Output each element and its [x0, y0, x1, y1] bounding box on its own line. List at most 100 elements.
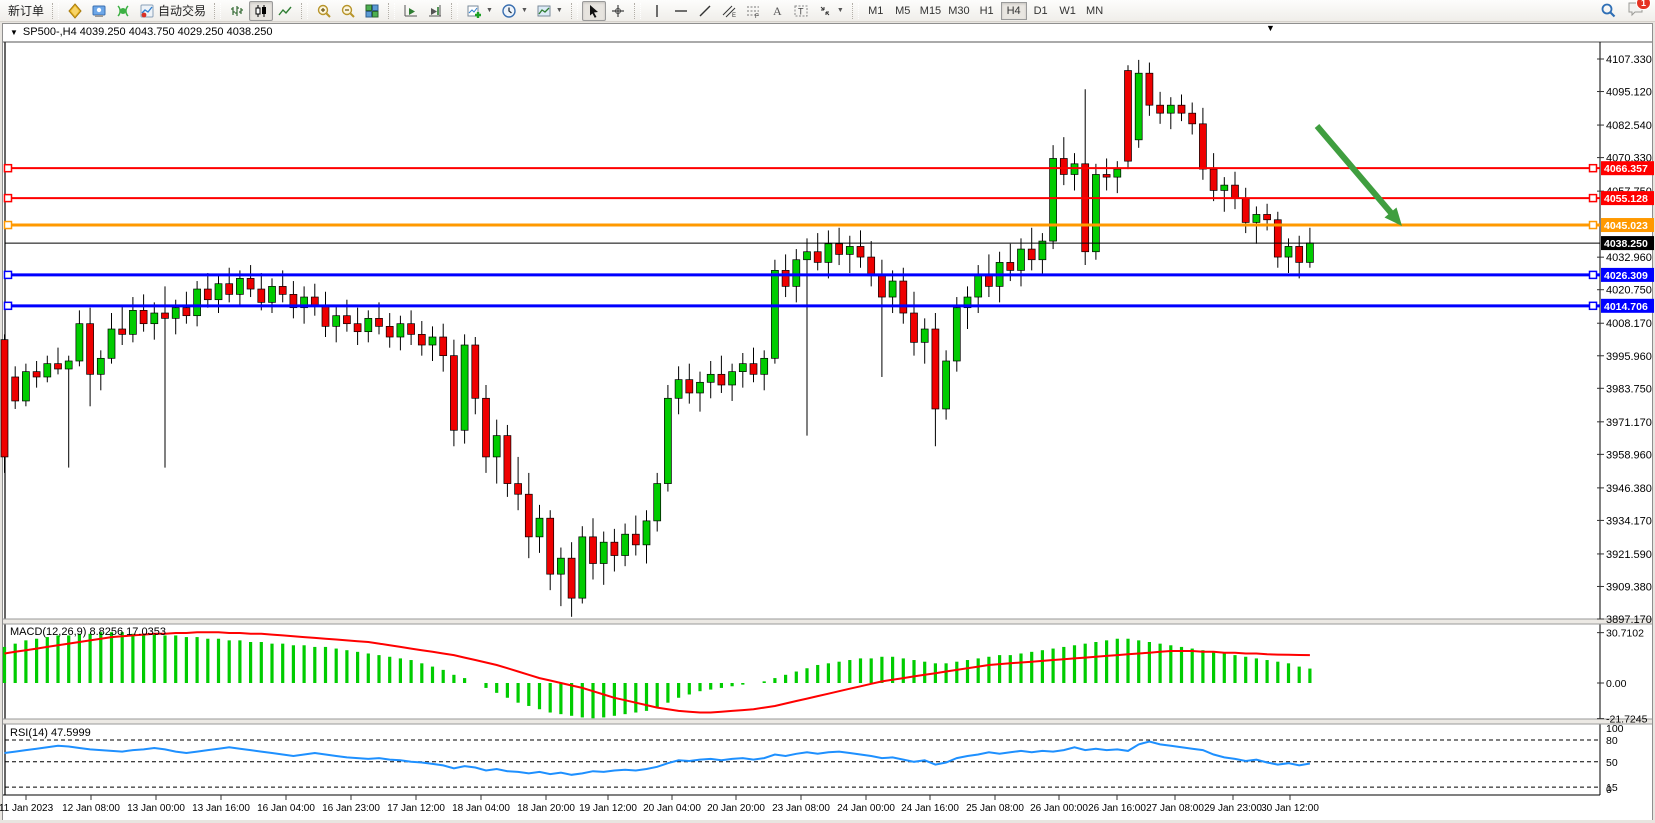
svg-text:3971.170: 3971.170	[1606, 417, 1652, 429]
toolbar-grip	[633, 2, 641, 19]
svg-text:E: E	[732, 13, 736, 19]
svg-text:16 Jan 23:00: 16 Jan 23:00	[322, 803, 380, 814]
horizontal-line-tool-button[interactable]	[669, 1, 693, 21]
svg-text:26 Jan 00:00: 26 Jan 00:00	[1030, 803, 1088, 814]
timeframe-H1[interactable]: H1	[974, 2, 1000, 20]
svg-text:17 Jan 12:00: 17 Jan 12:00	[387, 803, 445, 814]
periods-button[interactable]: ▼	[497, 1, 532, 21]
zoom-out-icon	[341, 4, 355, 18]
zoom-out-button[interactable]	[336, 1, 360, 21]
dropdown-caret-icon: ▼	[520, 7, 528, 14]
candlestick-chart-icon	[255, 4, 267, 17]
expand-arrow-icon[interactable]: ▼	[10, 27, 18, 37]
bar-chart-button[interactable]	[225, 1, 249, 21]
svg-text:20 Jan 04:00: 20 Jan 04:00	[643, 803, 701, 814]
templates-button[interactable]: ▼	[532, 1, 567, 21]
svg-text:24 Jan 16:00: 24 Jan 16:00	[901, 803, 959, 814]
chart-window-title: ▼ SP500-,H4 4039.250 4043.750 4029.250 4…	[10, 26, 272, 38]
svg-text:4014.706: 4014.706	[1604, 301, 1648, 313]
market-icon	[68, 2, 82, 19]
channel-tool-button[interactable]: E	[717, 1, 741, 21]
timeframe-MN[interactable]: MN	[1082, 2, 1108, 20]
svg-text:20 Jan 20:00: 20 Jan 20:00	[707, 803, 765, 814]
text-label-icon: T	[794, 5, 808, 16]
svg-text:4107.330: 4107.330	[1606, 54, 1652, 66]
text-icon: A	[773, 4, 782, 18]
line-chart-button[interactable]	[273, 1, 297, 21]
vertical-line-tool-button[interactable]	[645, 1, 669, 21]
svg-text:30 Jan 12:00: 30 Jan 12:00	[1261, 803, 1319, 814]
svg-text:3909.380: 3909.380	[1606, 581, 1652, 593]
community-icon	[92, 5, 106, 17]
auto-scroll-icon	[404, 4, 418, 16]
signals-icon	[117, 4, 129, 17]
line-chart-icon	[278, 6, 292, 15]
market-button[interactable]	[63, 1, 87, 21]
timeframe-M1[interactable]: M1	[863, 2, 889, 20]
svg-text:3921.590: 3921.590	[1606, 549, 1652, 561]
bar-chart-icon	[231, 5, 244, 16]
equidistant-channel-icon: E	[722, 5, 736, 19]
signals-button[interactable]	[111, 1, 135, 21]
svg-text:25 Jan 08:00: 25 Jan 08:00	[966, 803, 1024, 814]
label-tool-button[interactable]: T	[789, 1, 813, 21]
svg-text:4055.128: 4055.128	[1604, 193, 1648, 205]
community-button[interactable]	[87, 1, 111, 21]
autotrading-button[interactable]: 自动交易	[135, 1, 210, 21]
svg-text:4032.960: 4032.960	[1606, 252, 1652, 264]
text-tool-button[interactable]: A	[765, 1, 789, 21]
timeframe-D1[interactable]: D1	[1028, 2, 1054, 20]
cursor-button[interactable]	[581, 0, 606, 21]
status-bar	[0, 820, 1655, 823]
toolbar-grip	[301, 2, 309, 19]
chat-button[interactable]: 1	[1627, 0, 1651, 22]
toolbar-grip	[570, 2, 578, 19]
svg-text:26 Jan 16:00: 26 Jan 16:00	[1088, 803, 1146, 814]
timeframe-H4[interactable]: H4	[1000, 1, 1027, 20]
crosshair-icon	[611, 4, 624, 17]
cursor-icon	[589, 4, 598, 18]
crosshair-button[interactable]	[606, 1, 630, 21]
chart-shift-marker[interactable]: ▼	[1266, 23, 1275, 33]
fibonacci-tool-button[interactable]: F	[741, 1, 765, 21]
auto-scroll-button[interactable]	[399, 1, 423, 21]
svg-text:3934.170: 3934.170	[1606, 515, 1652, 527]
zoom-in-button[interactable]	[312, 1, 336, 21]
chart-window[interactable]	[2, 23, 1653, 821]
search-button[interactable]	[1596, 1, 1621, 21]
chat-badge: 1	[1635, 0, 1651, 10]
fibonacci-icon: F	[746, 6, 759, 19]
tile-windows-icon	[365, 4, 379, 17]
autotrading-label: 自动交易	[158, 4, 207, 18]
periods-clock-icon	[502, 3, 516, 18]
svg-text:100: 100	[1606, 723, 1624, 735]
trendline-icon	[699, 5, 711, 16]
svg-text:4095.120: 4095.120	[1606, 87, 1652, 99]
timeframe-M30[interactable]: M30	[945, 2, 972, 20]
chart-shift-button[interactable]	[423, 1, 447, 21]
trendline-tool-button[interactable]	[693, 1, 717, 21]
toolbar-grip	[388, 2, 396, 19]
svg-text:12 Jan 08:00: 12 Jan 08:00	[62, 803, 120, 814]
timeframe-W1[interactable]: W1	[1055, 2, 1081, 20]
new-chart-button[interactable]: ▼	[462, 1, 497, 21]
tile-windows-button[interactable]	[360, 1, 384, 21]
svg-text:4082.540: 4082.540	[1606, 120, 1652, 132]
svg-text:0.00: 0.00	[1606, 678, 1627, 690]
svg-text:13 Jan 16:00: 13 Jan 16:00	[192, 803, 250, 814]
new-order-button[interactable]: 新订单	[4, 1, 48, 21]
timeframe-M5[interactable]: M5	[890, 2, 916, 20]
svg-text:29 Jan 23:00: 29 Jan 23:00	[1204, 803, 1262, 814]
candlestick-chart-button[interactable]	[249, 0, 274, 21]
svg-text:11 Jan 2023: 11 Jan 2023	[0, 803, 54, 814]
arrows-tool-button[interactable]: ▼	[813, 1, 848, 21]
svg-text:50: 50	[1606, 757, 1618, 769]
chart-shift-icon	[429, 4, 442, 16]
svg-text:30.7102: 30.7102	[1606, 628, 1644, 640]
svg-text:27 Jan 08:00: 27 Jan 08:00	[1146, 803, 1204, 814]
svg-text:4020.750: 4020.750	[1606, 285, 1652, 297]
svg-text:-21.7245: -21.7245	[1606, 714, 1648, 726]
timeframe-M15[interactable]: M15	[917, 2, 944, 20]
toolbar-grip	[52, 2, 60, 19]
